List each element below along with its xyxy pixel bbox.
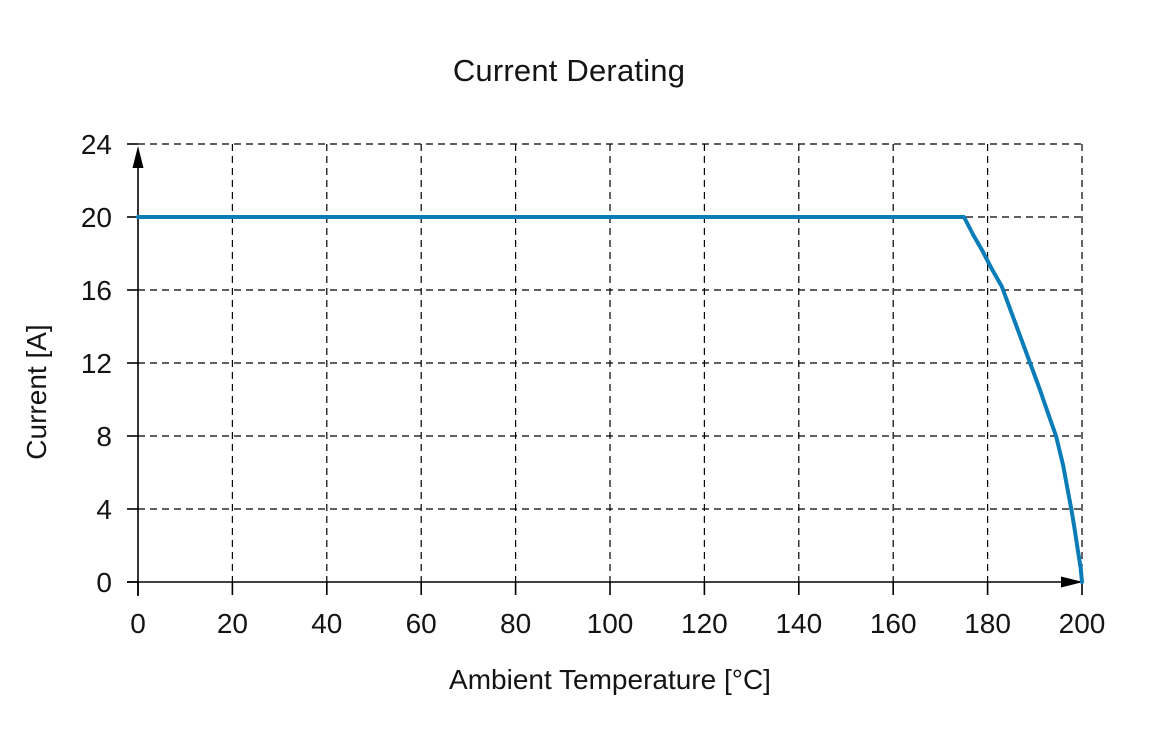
x-axis-title: Ambient Temperature [°C] xyxy=(449,664,771,695)
derating-curve xyxy=(136,215,1084,584)
x-axis-arrow xyxy=(1061,576,1083,588)
y-axis-arrow xyxy=(132,146,144,168)
chart-title: Current Derating xyxy=(452,53,686,88)
x-tick-label: 80 xyxy=(500,608,531,639)
x-tick-label: 0 xyxy=(130,608,146,639)
x-tick-label: 100 xyxy=(587,608,634,639)
y-tick-label: 4 xyxy=(96,494,112,525)
x-tick-label: 20 xyxy=(217,608,248,639)
x-tick-label: 180 xyxy=(964,608,1011,639)
x-tick-label: 200 xyxy=(1059,608,1106,639)
x-tick-label: 140 xyxy=(775,608,822,639)
x-tick-label: 120 xyxy=(681,608,728,639)
y-tick-label: 20 xyxy=(81,202,112,233)
y-tick-label: 8 xyxy=(96,421,112,452)
x-tick-label: 60 xyxy=(406,608,437,639)
x-tick-label: 40 xyxy=(311,608,342,639)
y-tick-label: 12 xyxy=(81,348,112,379)
y-tick-label: 16 xyxy=(81,275,112,306)
y-tick-label: 24 xyxy=(81,129,112,160)
x-tick-label: 160 xyxy=(870,608,917,639)
y-tick-label: 0 xyxy=(96,567,112,598)
y-axis-title: Current [A] xyxy=(21,324,52,460)
